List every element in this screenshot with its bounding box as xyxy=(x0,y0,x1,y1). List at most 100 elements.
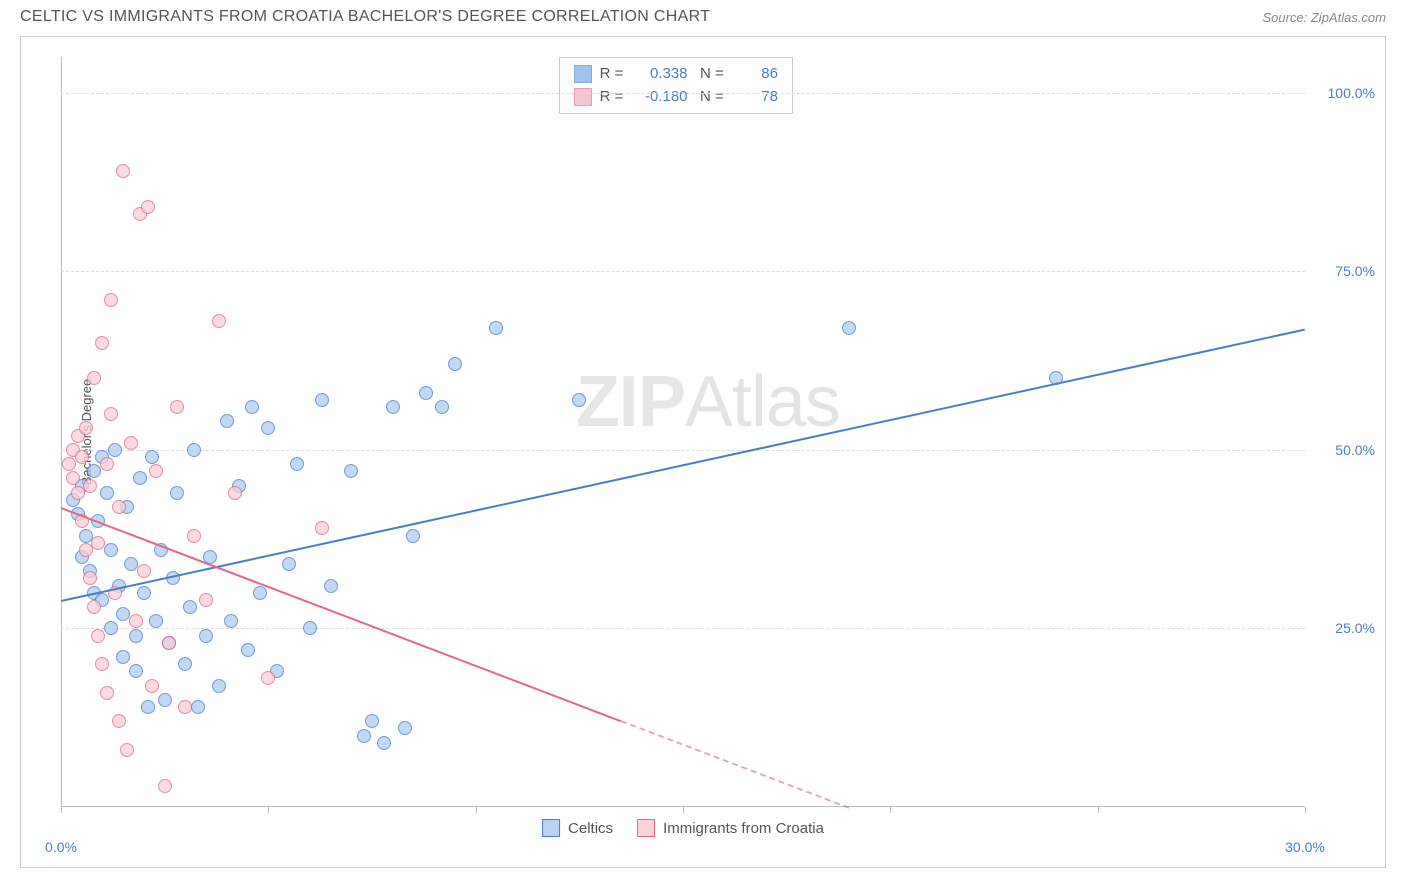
scatter-point xyxy=(178,700,192,714)
scatter-point xyxy=(572,393,586,407)
scatter-point xyxy=(290,457,304,471)
scatter-point xyxy=(253,586,267,600)
source-attribution: Source: ZipAtlas.com xyxy=(1262,10,1386,25)
scatter-point xyxy=(112,714,126,728)
scatter-point xyxy=(108,443,122,457)
scatter-point xyxy=(87,600,101,614)
scatter-point xyxy=(100,486,114,500)
scatter-point xyxy=(104,293,118,307)
scatter-point xyxy=(141,200,155,214)
scatter-point xyxy=(129,614,143,628)
scatter-point xyxy=(112,500,126,514)
legend-swatch xyxy=(542,819,560,837)
scatter-point xyxy=(386,400,400,414)
scatter-point xyxy=(191,700,205,714)
scatter-point xyxy=(183,600,197,614)
legend-row: R = -0.180 N = 78 xyxy=(574,86,778,109)
scatter-point xyxy=(489,321,503,335)
chart-title: CELTIC VS IMMIGRANTS FROM CROATIA BACHEL… xyxy=(20,8,710,26)
scatter-point xyxy=(241,643,255,657)
scatter-point xyxy=(79,421,93,435)
xtick-mark xyxy=(61,807,62,813)
gridline-h xyxy=(61,450,1305,451)
scatter-point xyxy=(149,614,163,628)
scatter-point xyxy=(100,457,114,471)
scatter-point xyxy=(129,664,143,678)
scatter-point xyxy=(212,314,226,328)
scatter-point xyxy=(120,743,134,757)
scatter-point xyxy=(357,729,371,743)
xtick-mark xyxy=(268,807,269,813)
scatter-point xyxy=(212,679,226,693)
scatter-point xyxy=(199,629,213,643)
scatter-point xyxy=(199,593,213,607)
legend-swatch xyxy=(574,65,592,83)
xtick-label: 0.0% xyxy=(45,839,77,855)
scatter-point xyxy=(124,436,138,450)
source-name: ZipAtlas.com xyxy=(1311,10,1386,25)
scatter-point xyxy=(406,529,420,543)
scatter-point xyxy=(435,400,449,414)
scatter-point xyxy=(95,336,109,350)
scatter-point xyxy=(137,564,151,578)
legend-r-label: R = 0.338 N = 86 xyxy=(600,63,778,86)
xtick-mark xyxy=(1305,807,1306,813)
bottom-legend-label: Immigrants from Croatia xyxy=(663,820,824,837)
legend-r-label: R = -0.180 N = 78 xyxy=(600,86,778,109)
xtick-mark xyxy=(1098,807,1099,813)
ytick-label: 100.0% xyxy=(1328,85,1375,101)
scatter-point xyxy=(842,321,856,335)
gridline-h xyxy=(61,93,1305,94)
scatter-point xyxy=(91,536,105,550)
scatter-point xyxy=(419,386,433,400)
scatter-point xyxy=(83,571,97,585)
scatter-point xyxy=(170,486,184,500)
scatter-point xyxy=(91,629,105,643)
scatter-point xyxy=(141,700,155,714)
gridline-h xyxy=(61,271,1305,272)
scatter-point xyxy=(377,736,391,750)
scatter-point xyxy=(116,164,130,178)
scatter-point xyxy=(344,464,358,478)
watermark-atlas: Atlas xyxy=(685,362,840,442)
xtick-mark xyxy=(476,807,477,813)
watermark-zip: ZIP xyxy=(576,362,685,442)
bottom-legend-label: Celtics xyxy=(568,820,613,837)
scatter-point xyxy=(66,471,80,485)
scatter-point xyxy=(149,464,163,478)
scatter-point xyxy=(104,621,118,635)
scatter-point xyxy=(75,450,89,464)
scatter-point xyxy=(365,714,379,728)
scatter-point xyxy=(129,629,143,643)
chart-frame: Bachelor's Degree ZIPAtlas R = 0.338 N =… xyxy=(20,36,1386,868)
xtick-mark xyxy=(683,807,684,813)
scatter-point xyxy=(133,471,147,485)
legend-row: R = 0.338 N = 86 xyxy=(574,63,778,86)
scatter-point xyxy=(178,657,192,671)
scatter-point xyxy=(145,679,159,693)
scatter-point xyxy=(261,671,275,685)
scatter-point xyxy=(95,657,109,671)
scatter-point xyxy=(158,693,172,707)
scatter-point xyxy=(145,450,159,464)
watermark: ZIPAtlas xyxy=(576,361,840,443)
stats-legend-box: R = 0.338 N = 86R = -0.180 N = 78 xyxy=(559,57,793,114)
scatter-point xyxy=(162,636,176,650)
scatter-point xyxy=(398,721,412,735)
ytick-label: 50.0% xyxy=(1335,442,1375,458)
source-prefix: Source: xyxy=(1262,10,1310,25)
scatter-point xyxy=(137,586,151,600)
scatter-point xyxy=(224,614,238,628)
scatter-point xyxy=(315,521,329,535)
series-legend: Celtics Immigrants from Croatia xyxy=(542,819,824,837)
trend-line xyxy=(620,720,849,809)
scatter-point xyxy=(187,529,201,543)
scatter-point xyxy=(315,393,329,407)
scatter-point xyxy=(104,407,118,421)
bottom-legend-item: Celtics xyxy=(542,819,613,837)
ytick-label: 25.0% xyxy=(1335,620,1375,636)
scatter-point xyxy=(158,779,172,793)
scatter-point xyxy=(324,579,338,593)
ytick-label: 75.0% xyxy=(1335,263,1375,279)
legend-swatch xyxy=(637,819,655,837)
